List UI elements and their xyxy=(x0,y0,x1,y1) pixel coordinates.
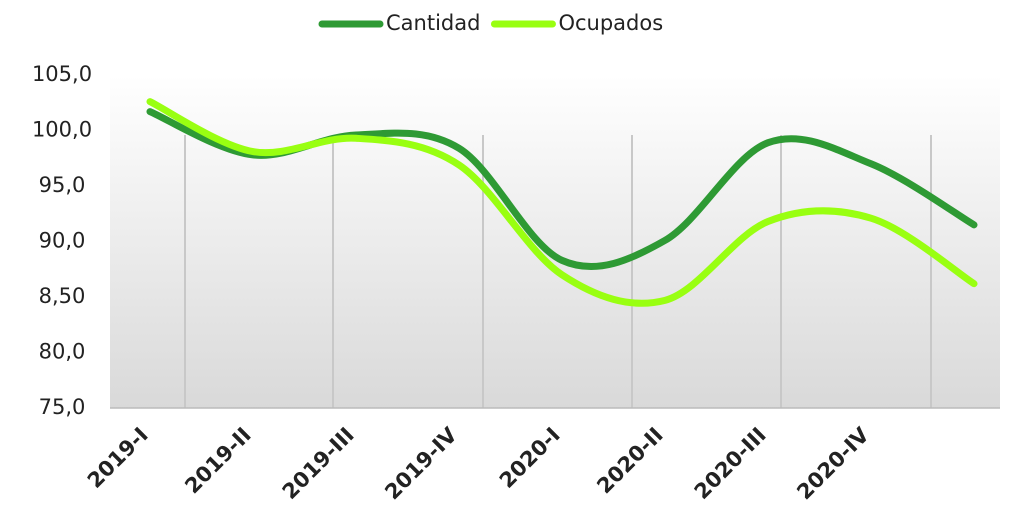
plot-background xyxy=(110,75,1000,408)
x-tick-label: 2020-III xyxy=(690,423,771,504)
legend-label: Ocupados xyxy=(558,11,663,35)
x-tick-label: 2019-IV xyxy=(380,422,462,504)
y-tick-label: 8,50 xyxy=(39,284,86,308)
y-tick-label: 105,0 xyxy=(32,62,92,86)
y-tick-label: 75,0 xyxy=(39,395,86,419)
vertical-grid xyxy=(184,135,932,408)
legend-label: Cantidad xyxy=(386,11,480,35)
y-tick-label: 95,0 xyxy=(39,173,86,197)
x-tick-label: 2019-I xyxy=(83,423,153,493)
x-tick-label: 2020-II xyxy=(592,423,668,499)
y-tick-label: 90,0 xyxy=(39,229,86,253)
y-tick-label: 100,0 xyxy=(32,118,92,142)
y-tick-label: 80,0 xyxy=(39,340,86,364)
line-series xyxy=(146,98,978,307)
x-tick-label: 2019-II xyxy=(180,423,256,499)
x-tick-label: 2019-III xyxy=(278,423,359,504)
x-tick-label: 2020-I xyxy=(495,423,565,493)
x-tick-label: 2020-IV xyxy=(792,422,874,504)
